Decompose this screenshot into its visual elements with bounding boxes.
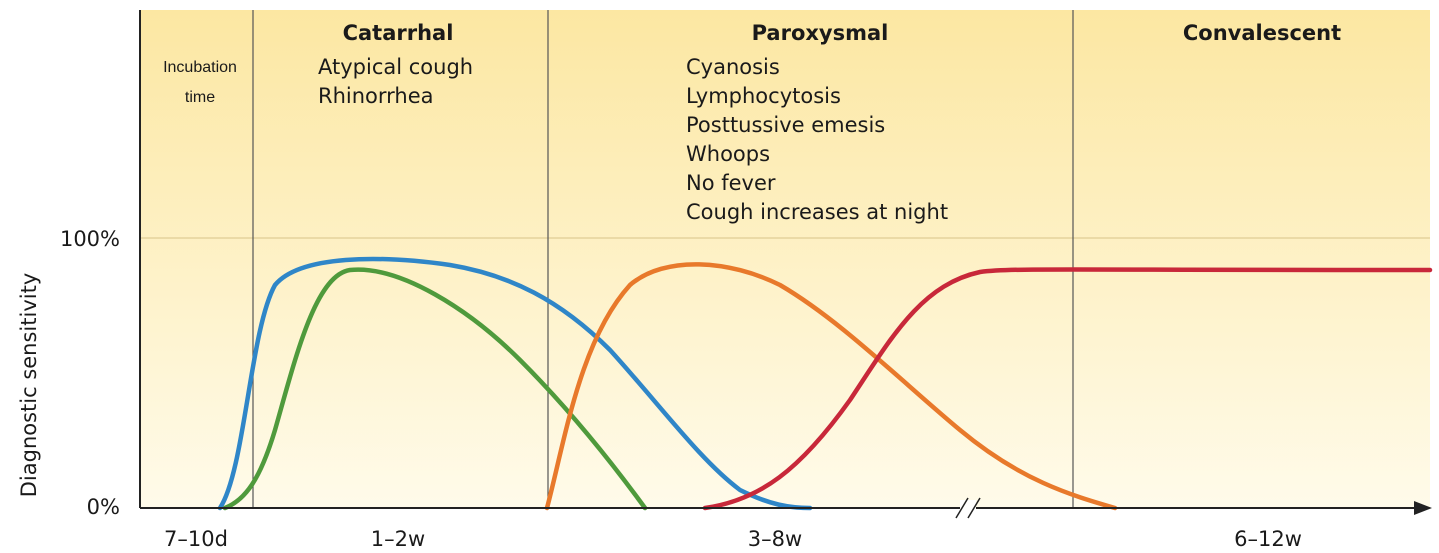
curve-blue: [217, 256, 813, 511]
curve-red: [702, 267, 1433, 511]
sign: Cyanosis: [686, 55, 780, 79]
phase-title: Catarrhal: [343, 21, 454, 45]
x-label: 6–12w: [1234, 527, 1302, 551]
y-tick-label: 0%: [87, 495, 120, 519]
sign: Lymphocytosis: [686, 84, 841, 108]
phase-title: Incubation: [163, 59, 237, 76]
curve-orange: [544, 262, 1118, 511]
sign: No fever: [686, 171, 776, 195]
sign: Rhinorrhea: [318, 84, 434, 108]
sign: Whoops: [686, 142, 770, 166]
sign: Posttussive emesis: [686, 113, 885, 137]
y-tick-label: 100%: [60, 227, 120, 251]
phase-dividers: [252, 10, 1074, 508]
x-label: 1–2w: [371, 527, 425, 551]
curve-green: [222, 267, 648, 511]
sign: Cough increases at night: [686, 200, 948, 224]
x-axis-arrow: [1414, 501, 1432, 515]
axis-break: [955, 497, 981, 519]
phase-title: Convalescent: [1183, 21, 1341, 45]
y-axis-label: Diagnostic sensitivity: [17, 273, 41, 498]
x-label: 3–8w: [748, 527, 802, 551]
phase-title: time: [185, 89, 215, 106]
sign: Atypical cough: [318, 55, 473, 79]
x-label: 7–10d: [164, 527, 228, 551]
phase-title: Paroxysmal: [752, 21, 889, 45]
